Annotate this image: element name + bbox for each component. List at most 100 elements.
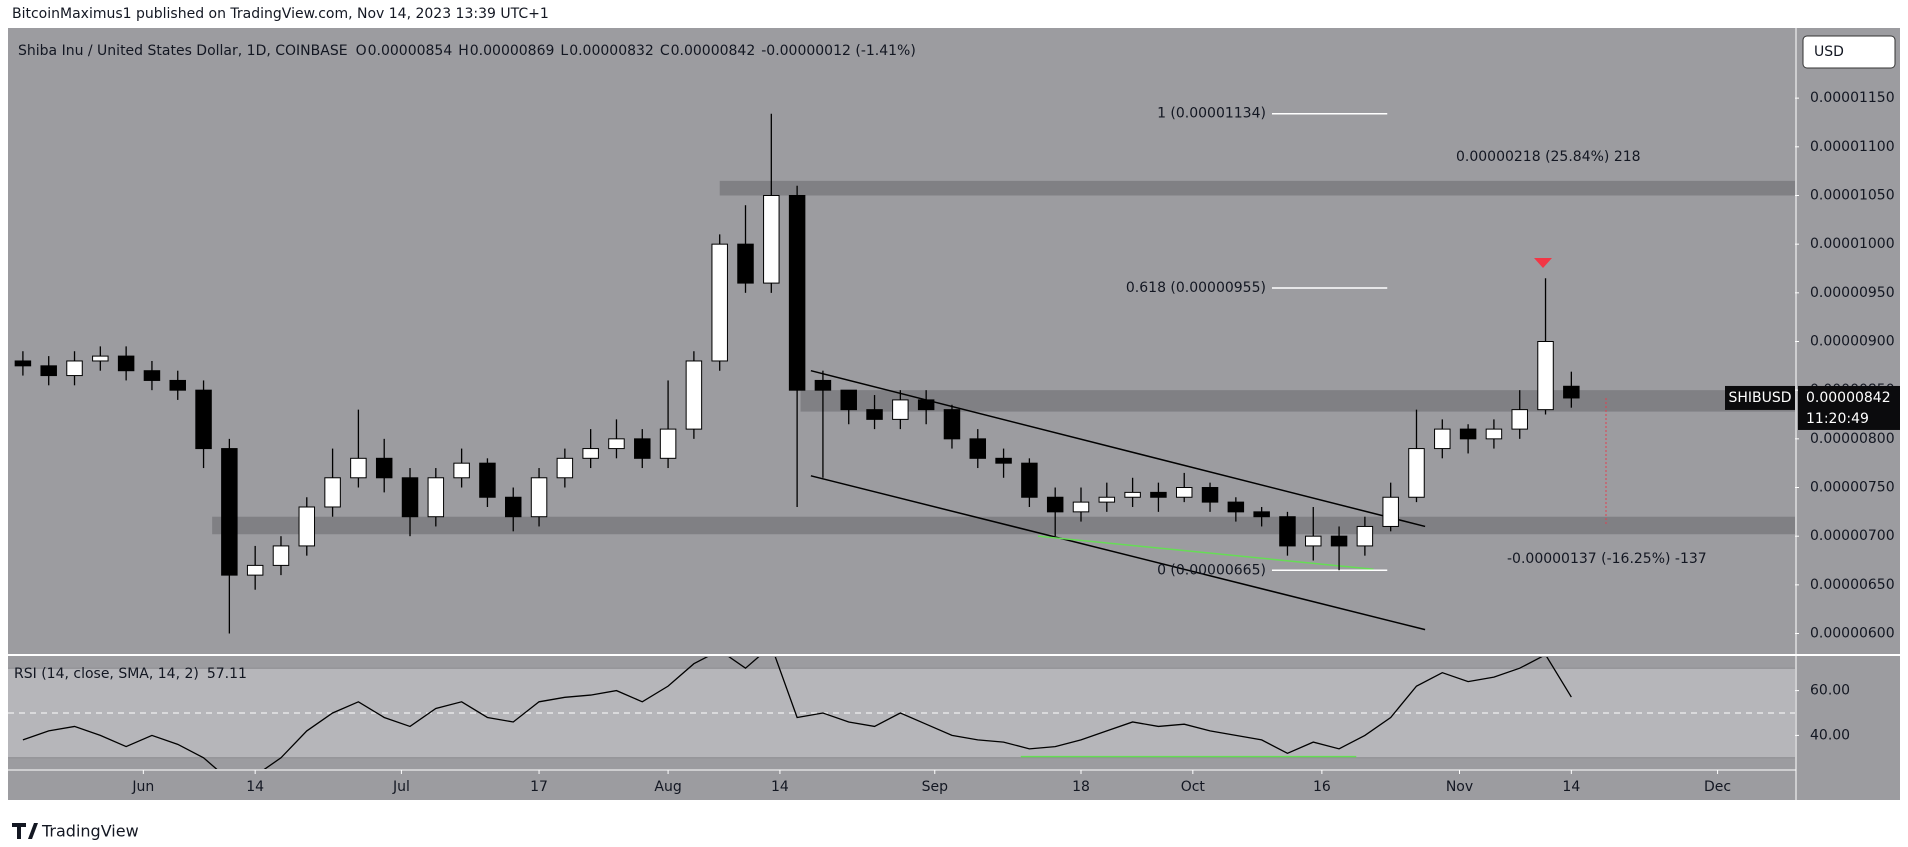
ohlc-key: H — [458, 43, 469, 59]
candle-body — [530, 477, 548, 518]
candle-body — [1021, 462, 1038, 498]
candle-body — [1485, 428, 1503, 440]
last-price-badge — [1798, 385, 1900, 430]
candle-body — [1408, 448, 1425, 498]
x-tick-label: Oct — [1181, 779, 1206, 795]
tv-logo — [12, 823, 38, 839]
candle-body — [1072, 501, 1090, 513]
x-tick-label: 14 — [1562, 779, 1580, 795]
trendline — [810, 475, 1426, 631]
y-tick-label: 0.00000900 — [1810, 334, 1895, 350]
rsi-tick-label: 40.00 — [1810, 727, 1850, 743]
symbol-badge — [1725, 385, 1795, 410]
measure-label: -0.00000137 (-16.25%) -137 — [1507, 551, 1707, 567]
fib-label: 0 (0.00000665) — [1157, 562, 1266, 578]
candle-body — [1356, 525, 1374, 547]
candle-body — [1124, 491, 1141, 498]
currency-button[interactable] — [1802, 35, 1896, 69]
ohlc-value: 0.00000832 — [569, 43, 654, 59]
candle-body — [788, 194, 806, 391]
zone — [212, 516, 1795, 535]
x-tick-label: Dec — [1704, 779, 1731, 795]
rsi-line — [22, 657, 1572, 769]
candle-body — [1305, 535, 1322, 547]
y-tick-label: 0.00001000 — [1810, 236, 1895, 252]
rsi-tick-label: 60.00 — [1810, 683, 1850, 699]
measure-label: 0.00000218 (25.84%) 218 — [1456, 149, 1641, 165]
ohlc-value: 0.00000869 — [470, 43, 555, 59]
y-tick-label: 0.00000700 — [1810, 528, 1895, 544]
candle-body — [298, 506, 316, 547]
candle-body — [324, 477, 341, 508]
candle-body — [14, 360, 32, 367]
x-tick-label: Aug — [654, 779, 681, 795]
candle-body — [504, 496, 522, 518]
x-tick-label: 18 — [1072, 779, 1090, 795]
publisher-header: BitcoinMaximus1 published on TradingView… — [12, 6, 549, 22]
candle-body — [117, 355, 135, 372]
y-tick-label: 0.00001050 — [1810, 187, 1895, 203]
x-tick-label: Nov — [1446, 779, 1473, 795]
candle-body — [92, 355, 109, 362]
candle-body — [556, 457, 574, 479]
candle-body — [608, 438, 625, 450]
ohlc-value: 0.00000854 — [368, 43, 453, 59]
candle-body — [814, 379, 832, 391]
candle-body — [840, 389, 857, 411]
y-tick-label: 0.00000800 — [1810, 431, 1895, 447]
legend: Shiba Inu / United States Dollar, 1D, CO… — [18, 43, 916, 59]
y-tick-label: 0.00000750 — [1810, 480, 1895, 496]
candle-body — [892, 399, 909, 420]
y-tick-label: 0.00001150 — [1810, 90, 1895, 106]
x-tick-label: 16 — [1313, 779, 1331, 795]
last-price-label: 0.00000842 — [1806, 390, 1891, 406]
x-tick-label: Sep — [922, 779, 949, 795]
candle-body — [1201, 487, 1219, 503]
y-tick-label: 0.00001100 — [1810, 139, 1895, 155]
series-title: Shiba Inu / United States Dollar, 1D, CO… — [18, 43, 348, 59]
candle-body — [1382, 496, 1399, 527]
fib-label: 0.618 (0.00000955) — [1126, 280, 1266, 296]
candle-body — [195, 389, 212, 450]
candle-body — [1459, 428, 1477, 440]
candle-body — [943, 409, 961, 440]
candle-body — [1511, 409, 1528, 430]
y-tick-label: 0.00000650 — [1810, 577, 1895, 593]
candle-body — [685, 360, 703, 430]
rsi-title: RSI (14, close, SMA, 14, 2) — [14, 666, 199, 682]
zone — [800, 390, 1795, 412]
currency-label: USD — [1814, 44, 1844, 60]
zone — [719, 180, 1795, 196]
y-tick-label: 0.00000600 — [1810, 626, 1895, 642]
x-tick-label: 14 — [771, 779, 789, 795]
candle-body — [401, 477, 419, 518]
candle-body — [634, 438, 651, 459]
candle-body — [427, 477, 445, 518]
ohlc-value: 0.00000842 — [671, 43, 756, 59]
candle-body — [453, 462, 470, 479]
candle-body — [1098, 496, 1116, 503]
candle-body — [40, 365, 57, 377]
ohlc-key: L — [560, 43, 568, 59]
rsi-value: 57.11 — [207, 666, 247, 682]
candle-body — [66, 360, 83, 377]
candle-body — [737, 243, 754, 284]
symbol-label: SHIBUSD — [1728, 390, 1791, 406]
candle-body — [711, 243, 728, 362]
top-marker — [1534, 258, 1552, 268]
candle-body — [1330, 535, 1348, 547]
fib-label: 1 (0.00001134) — [1157, 106, 1266, 122]
candle-body — [1150, 491, 1167, 498]
ohlc-key: O — [356, 43, 367, 59]
candle-body — [917, 399, 935, 411]
x-tick-label: Jul — [392, 779, 410, 795]
candle-body — [221, 448, 238, 576]
candle-body — [1227, 501, 1245, 513]
candle-body — [1175, 487, 1193, 498]
candle-body — [246, 564, 264, 576]
candle-body — [1279, 516, 1296, 547]
candle-body — [375, 457, 393, 479]
footer-bg — [2, 812, 902, 847]
candle-body — [1253, 511, 1270, 518]
